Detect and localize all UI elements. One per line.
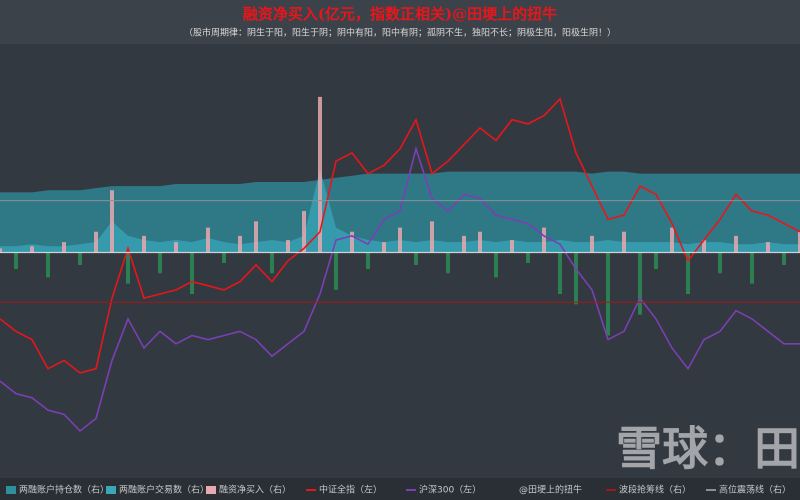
legend-label: 波段抢筹线（右） [619,484,691,496]
bar [62,242,66,253]
line [0,97,800,374]
bar [158,252,162,274]
bar [766,242,770,253]
bar [654,252,658,270]
area [0,171,800,253]
bar [174,242,178,253]
bar [286,240,290,253]
bar [350,231,354,253]
bar [222,252,226,263]
bar [414,252,418,265]
bar [254,221,258,253]
line [0,145,800,433]
bar [334,252,338,290]
legend-label: 两融账户交易数（右） [119,484,209,496]
bar [734,235,738,253]
bar [686,252,690,294]
bar [302,211,306,253]
legend-swatch [206,486,216,494]
bar [14,252,18,270]
bar [558,252,562,294]
bar [622,231,626,253]
legend-label: @田埂上的扭牛 [519,484,582,496]
bar [590,235,594,253]
area [0,169,800,253]
bar [750,252,754,284]
chart-title: 融资净买入(亿元，指数正相关)@田埂上的扭牛 [243,5,557,23]
legend-label: 两融账户持仓数（右） [19,484,109,496]
bar [398,227,402,253]
bar [638,252,642,315]
bar [606,252,610,336]
bar [526,252,530,263]
bar [798,231,800,253]
bar [206,227,210,253]
bar [494,252,498,278]
chart-subtitle: （股市周期律：阴生于阳，阳生于阴；阴中有阳，阳中有阴；孤阴不生，独阳不长；阴极生… [184,27,616,39]
bar [430,221,434,253]
bar [542,227,546,253]
legend-label: 高位震荡线（右） [719,484,791,496]
bar [670,227,674,253]
bar [126,252,130,284]
bar [318,96,322,253]
legend-swatch [6,486,16,494]
bar [478,231,482,253]
bar [462,235,466,253]
header [0,0,800,44]
legend-swatch [106,486,116,494]
bar [782,252,786,265]
legend-label: 沪深300（左） [419,484,481,496]
bar [110,190,114,253]
bar [0,248,2,253]
legend-band [0,478,800,500]
bar [30,246,34,253]
bar [718,252,722,274]
bar [94,231,98,253]
legend-label: 融资净买入（右） [219,484,291,496]
bar [270,252,274,274]
bar [142,235,146,253]
legend-label: 中证全指（左） [319,484,382,496]
bar [446,252,450,274]
bar [238,235,242,253]
bar [382,242,386,253]
bar [702,240,706,253]
bar [510,240,514,253]
bar [574,252,578,305]
watermark: 雪球：田 [616,422,800,476]
bar [366,252,370,270]
bar [78,252,82,265]
bar [46,252,50,278]
bar [190,252,194,294]
